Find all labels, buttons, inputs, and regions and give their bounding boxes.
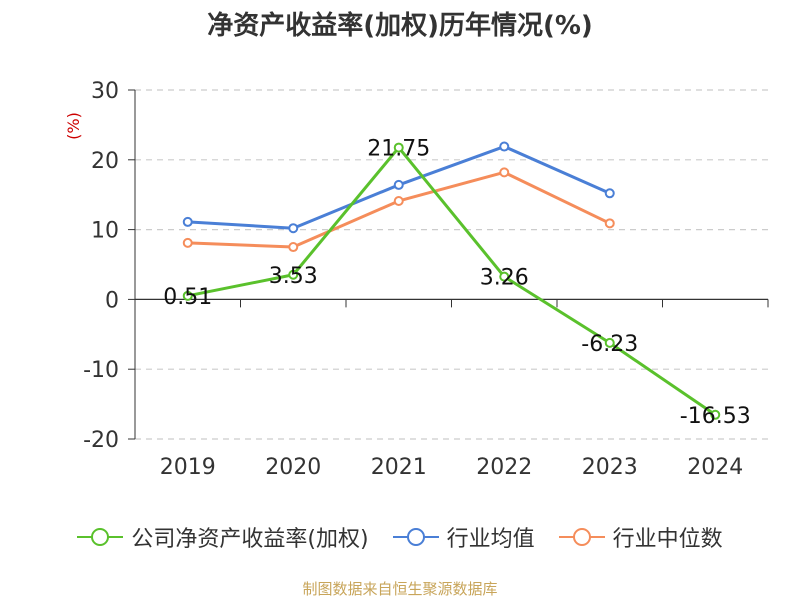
legend-label-industry-median: 行业中位数 <box>612 527 723 552</box>
data-point[interactable] <box>182 290 193 301</box>
data-point[interactable] <box>604 188 615 199</box>
data-point[interactable] <box>710 409 721 420</box>
y-tick-label: 10 <box>91 219 119 244</box>
line-chart: -20 -10 0 10 20 30 2019 2020 2021 2022 2023 2024 (%)… <box>64 79 769 480</box>
y-tick-label: -20 <box>83 428 119 453</box>
data-point[interactable] <box>499 167 510 178</box>
data-label: 0.51 <box>163 285 212 310</box>
data-source-note: 制图数据来自恒生聚源数据库 <box>302 580 498 598</box>
data-label: -6.23 <box>581 332 638 357</box>
legend-marker-industry-median <box>558 528 605 546</box>
x-tick-label: 2020 <box>265 455 321 480</box>
legend-marker-company-roe <box>77 528 124 546</box>
data-point[interactable] <box>604 337 615 348</box>
series-line-0 <box>187 146 717 417</box>
data-point[interactable] <box>604 218 615 229</box>
x-tick-label: 2021 <box>371 455 427 480</box>
x-tick-label: 2023 <box>582 455 638 480</box>
data-point[interactable] <box>499 141 510 152</box>
chart-legend: 公司净资产收益率(加权) 行业均值 行业中位数 <box>0 520 800 554</box>
y-tick-label: -10 <box>83 358 119 383</box>
data-label: 3.53 <box>269 264 318 289</box>
data-point[interactable] <box>288 223 299 234</box>
x-tick-label: 2019 <box>160 455 216 480</box>
data-label: 3.26 <box>480 266 529 291</box>
x-tick-label: 2024 <box>687 455 743 480</box>
data-label: 21.75 <box>367 137 430 162</box>
legend-label-industry-mean: 行业均值 <box>446 527 535 552</box>
legend-marker-industry-mean <box>392 528 439 546</box>
legend-label-company-roe: 公司净资产收益率(加权) <box>131 527 369 552</box>
y-axis-label: (%) <box>64 112 83 140</box>
data-point[interactable] <box>182 216 193 227</box>
data-point[interactable] <box>288 269 299 280</box>
chart-title: 净资产收益率(加权)历年情况(%) <box>207 11 593 41</box>
data-point[interactable] <box>393 142 404 153</box>
legend-item-industry-median[interactable]: 行业中位数 <box>558 521 723 553</box>
data-point[interactable] <box>182 237 193 248</box>
data-label: -16.53 <box>680 404 751 429</box>
legend-item-industry-mean[interactable]: 行业均值 <box>392 521 535 553</box>
data-point[interactable] <box>288 242 299 253</box>
y-tick-label: 20 <box>91 149 119 174</box>
data-point[interactable] <box>393 179 404 190</box>
y-tick-label: 30 <box>91 79 119 104</box>
data-point[interactable] <box>393 195 404 206</box>
data-point[interactable] <box>499 271 510 282</box>
y-tick-label: 0 <box>105 288 119 313</box>
legend-item-company-roe[interactable]: 公司净资产收益率(加权) <box>77 521 369 553</box>
x-tick-label: 2022 <box>476 455 532 480</box>
